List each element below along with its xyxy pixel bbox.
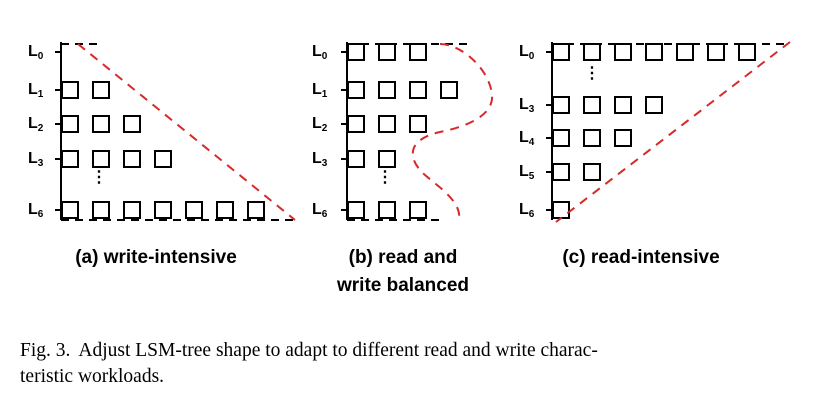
level-label-L3: L3 — [519, 96, 535, 115]
sstable-box — [61, 150, 79, 168]
figure-caption: Fig. 3. Adjust LSM-tree shape to adapt to… — [20, 338, 820, 390]
level-label-L0: L0 — [28, 43, 44, 62]
level-subscript: 6 — [529, 209, 535, 220]
ellipsis-dots: ⋮ — [91, 169, 107, 186]
sstable-box — [583, 163, 601, 181]
sstable-box — [92, 81, 110, 99]
sstable-box — [614, 96, 632, 114]
sstable-box — [645, 96, 663, 114]
level-label-L5: L5 — [519, 163, 535, 182]
sstable-box — [347, 150, 365, 168]
sstable-box — [61, 201, 79, 219]
sstable-box — [347, 81, 365, 99]
panel-read-write-balanced: L0 L1 L2 L3 L6 ⋮ (b) read and write balanced — [312, 42, 494, 296]
sstable-box — [738, 43, 756, 61]
level-subscript: 0 — [529, 51, 535, 62]
level-label-L4: L4 — [519, 129, 535, 148]
sstable-box — [154, 201, 172, 219]
sstable-box — [552, 201, 570, 219]
level-label-L0: L0 — [312, 43, 328, 62]
sstable-box — [614, 129, 632, 147]
sstable-box — [552, 129, 570, 147]
level-label-L1: L1 — [28, 81, 44, 100]
tree-shape-outline — [77, 43, 296, 221]
level-subscript: 1 — [322, 89, 328, 100]
level-label-L1: L1 — [312, 81, 328, 100]
sstable-box — [378, 201, 396, 219]
level-subscript: 6 — [38, 209, 44, 220]
level-subscript: 3 — [322, 158, 328, 169]
level-label-L0: L0 — [519, 43, 535, 62]
sstable-box — [247, 201, 265, 219]
sstable-box — [583, 129, 601, 147]
sstable-box — [614, 43, 632, 61]
sstable-box — [552, 163, 570, 181]
panel-label-c-line1: (c) read-intensive — [562, 247, 719, 268]
sstable-box — [378, 43, 396, 61]
caption-line-1: Adjust LSM-tree shape to adapt to differ… — [78, 340, 598, 361]
panel-label-b-line1: (b) read and — [349, 247, 458, 268]
level-subscript: 5 — [529, 171, 535, 182]
sstable-box — [676, 43, 694, 61]
sstable-box — [216, 201, 234, 219]
tree-shape-outline — [555, 41, 791, 223]
sstable-box — [409, 115, 427, 133]
panel-read-intensive: L0 L3 L4 L5 L6 ⋮ (c) read-intensive — [519, 41, 791, 268]
level-subscript: 3 — [529, 104, 535, 115]
sstable-box — [154, 150, 172, 168]
sstable-box — [409, 81, 427, 99]
level-subscript: 1 — [38, 89, 44, 100]
sstable-box — [645, 43, 663, 61]
sstable-box — [583, 43, 601, 61]
level-label-L6: L6 — [519, 201, 535, 220]
level-label-L3: L3 — [28, 150, 44, 169]
sstable-box — [92, 201, 110, 219]
level-label-L2: L2 — [28, 115, 44, 134]
sstable-box — [440, 81, 458, 99]
sstable-box — [583, 96, 601, 114]
panel-label-b-line2: write balanced — [336, 275, 469, 296]
sstable-box — [552, 43, 570, 61]
sstable-box — [92, 115, 110, 133]
level-subscript: 2 — [38, 123, 44, 134]
ellipsis-dots: ⋮ — [377, 169, 393, 186]
sstable-box — [552, 96, 570, 114]
caption-prefix: Fig. 3. — [20, 340, 71, 361]
sstable-box — [123, 150, 141, 168]
sstable-box — [347, 115, 365, 133]
sstable-box — [61, 81, 79, 99]
level-subscript: 6 — [322, 209, 328, 220]
sstable-box — [707, 43, 725, 61]
level-label-L3: L3 — [312, 150, 328, 169]
level-label-L2: L2 — [312, 115, 328, 134]
level-subscript: 0 — [38, 51, 44, 62]
sstable-box — [378, 150, 396, 168]
tree-shape-outline — [411, 43, 494, 221]
level-subscript: 0 — [322, 51, 328, 62]
sstable-box — [409, 43, 427, 61]
sstable-box — [123, 115, 141, 133]
level-subscript: 3 — [38, 158, 44, 169]
sstable-box — [347, 43, 365, 61]
panel-label-a-line1: (a) write-intensive — [75, 247, 237, 268]
caption-line-2: teristic workloads. — [20, 366, 165, 387]
sstable-box — [61, 115, 79, 133]
level-subscript: 2 — [322, 123, 328, 134]
panel-write-intensive: L0 L1 L2 L3 L6 ⋮ (a) write-intensive — [28, 42, 296, 268]
sstable-box — [185, 201, 203, 219]
level-label-L6: L6 — [312, 201, 328, 220]
sstable-box — [378, 115, 396, 133]
level-label-L6: L6 — [28, 201, 44, 220]
sstable-box — [378, 81, 396, 99]
sstable-box — [123, 201, 141, 219]
sstable-box — [409, 201, 427, 219]
level-subscript: 4 — [529, 137, 535, 148]
ellipsis-dots: ⋮ — [584, 65, 600, 82]
sstable-box — [347, 201, 365, 219]
sstable-box — [92, 150, 110, 168]
